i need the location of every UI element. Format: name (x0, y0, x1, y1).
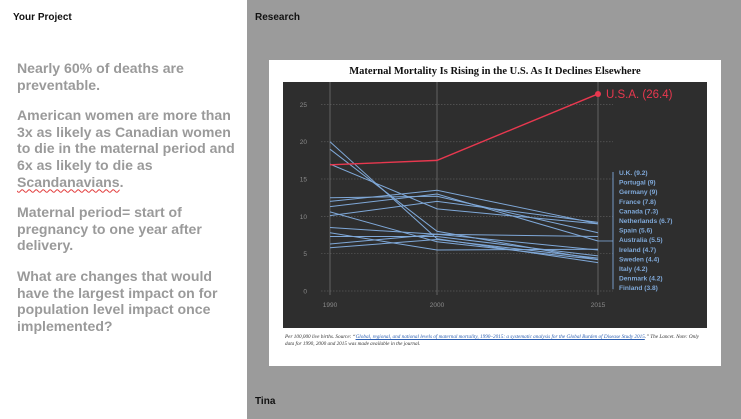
note-paragraph-2: American women are more than 3x as likel… (17, 107, 239, 190)
series-label: Finland (3.8) (619, 285, 658, 292)
project-notes-panel: Your Project Nearly 60% of deaths are pr… (0, 0, 247, 419)
series-line-portugal (329, 163, 599, 225)
y-tick-label: 15 (300, 177, 308, 184)
caption-source-link[interactable]: Global, regional, and national levels of… (355, 334, 645, 340)
series-label: Portugal (9) (619, 180, 656, 187)
research-panel-footer: Tina (255, 396, 276, 407)
note-paragraph-3: Maternal period= start of pregnancy to o… (17, 204, 202, 254)
series-label: Denmark (4.2) (619, 276, 663, 283)
series-label: U.K. (9.2) (619, 170, 648, 177)
series-label: Italy (4.2) (619, 266, 648, 273)
x-tick-label: 1990 (323, 302, 338, 309)
maternal-mortality-chart: 0 5 10 15 20 25 1990 2000 2015 U.K. (9.2) Portugal… (283, 82, 707, 328)
x-tick-label: 2015 (591, 302, 606, 309)
series-label: Spain (5.6) (619, 228, 652, 235)
caption-source-suffix: .” The Lancet. Note: Only data for 1990,… (285, 334, 699, 347)
series-line-italy (329, 211, 599, 261)
y-tick-label: 25 (300, 102, 308, 109)
chart-caption: Per 100,000 live births. Source: “Global… (285, 334, 705, 348)
series-label: France (7.8) (619, 199, 656, 206)
series-line-netherlands (329, 193, 599, 242)
series-label: Sweden (4.4) (619, 256, 659, 263)
series-label: Netherlands (6.7) (619, 218, 673, 225)
series-label: Canada (7.3) (619, 208, 658, 215)
research-panel-title: Research (255, 12, 301, 23)
series-line-australia (329, 227, 599, 251)
usa-label: U.S.A. (26.4) (606, 89, 673, 101)
series-line-sweden (329, 238, 599, 259)
series-line-denmark (329, 148, 599, 261)
series-label: Ireland (4.7) (619, 247, 656, 254)
project-notes[interactable]: Nearly 60% of deaths are preventable. Am… (17, 60, 239, 348)
caption-source-prefix: Per 100,000 live births. Source: “ (285, 334, 356, 340)
note-paragraph-1: Nearly 60% of deaths are preventable. (17, 60, 184, 93)
chart-background (283, 82, 707, 328)
chart-title: Maternal Mortality Is Rising in the U.S.… (349, 66, 641, 77)
usa-endpoint-marker (595, 90, 601, 97)
research-chart-card[interactable]: Maternal Mortality Is Rising in the U.S.… (269, 60, 721, 366)
series-label: Australia (5.5) (619, 237, 663, 244)
misspelled-word[interactable]: Scandanavians (17, 173, 120, 190)
series-label: Germany (9) (619, 189, 657, 196)
series-line-finland (329, 141, 599, 264)
x-tick-label: 2000 (430, 302, 445, 309)
series-line-ireland (330, 236, 599, 257)
note-paragraph-2-text: American women are more than 3x as likel… (17, 107, 235, 173)
project-panel-title: Your Project (13, 12, 72, 23)
y-tick-label: 5 (303, 251, 307, 258)
y-tick-label: 0 (303, 289, 307, 296)
y-tick-label: 20 (300, 139, 308, 146)
series-line-france (329, 195, 599, 234)
note-paragraph-4: What are changes that would have the lar… (17, 267, 218, 334)
series-line-usa (329, 93, 599, 166)
y-tick-label: 10 (300, 214, 308, 221)
note-paragraph-2-end: . (119, 173, 124, 190)
series-line-u-k- (329, 200, 599, 223)
